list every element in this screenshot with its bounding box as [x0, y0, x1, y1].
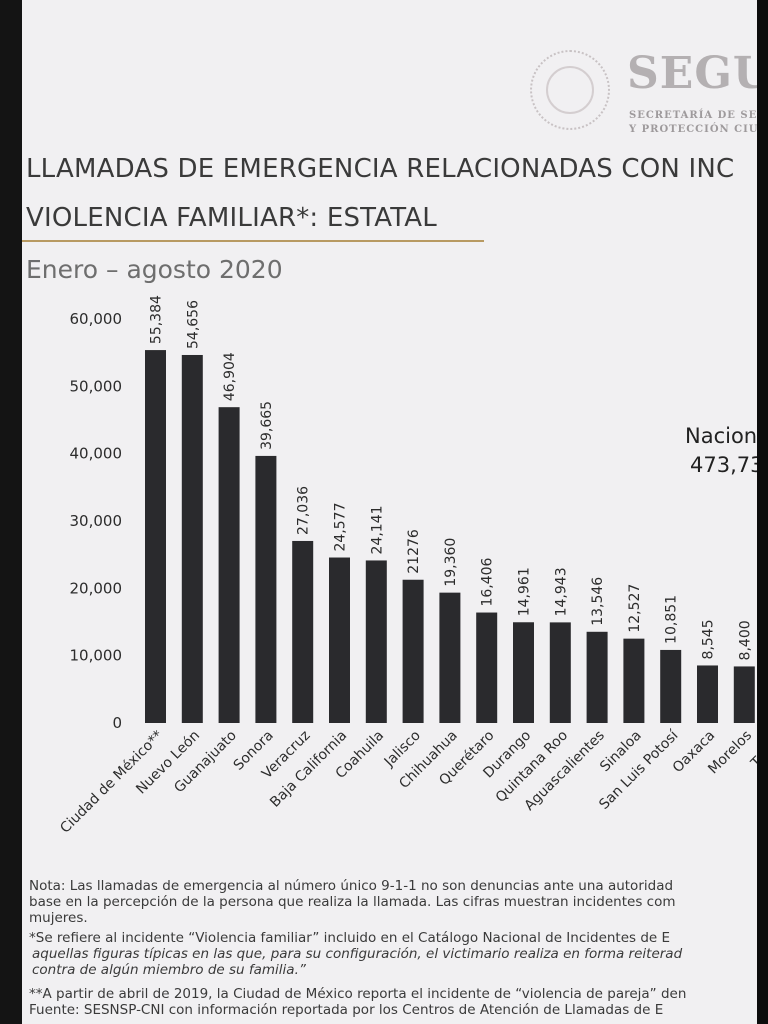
data-label: 21276: [406, 529, 422, 574]
bar: [586, 631, 608, 723]
bar: [549, 622, 571, 723]
bar: [292, 540, 314, 723]
y-tick-label: 0: [112, 714, 122, 732]
note-line-6: contra de algún miembro de su familia.”: [32, 962, 306, 978]
note-line-1: Nota: Las llamadas de emergencia al núme…: [29, 878, 674, 894]
title-line-1: LLAMADAS DE EMERGENCIA RELACIONADAS CON …: [26, 154, 735, 184]
data-label: 16,406: [480, 557, 496, 606]
bar: [402, 579, 424, 723]
y-tick-label: 30,000: [70, 512, 123, 530]
chart-subtitle: Enero – agosto 2020: [26, 255, 283, 284]
data-label: 14,961: [517, 567, 533, 616]
note-line-2: base en la percepción de la persona que …: [29, 894, 676, 910]
y-tick-label: 10,000: [70, 647, 123, 665]
logo-subtitle-2: Y PROTECCIÓN CIUD: [629, 124, 757, 135]
bar-chart: 0 10,000 20,000 30,000 40,000 50,000 60,000 55,…: [57, 295, 757, 837]
data-label: 12,527: [627, 584, 643, 633]
bar: [439, 592, 461, 723]
note-line-5: aquellas figuras típicas en las que, par…: [32, 946, 683, 962]
data-label: 24,577: [333, 503, 349, 552]
data-label: 39,665: [259, 401, 275, 450]
bar: [181, 354, 203, 723]
data-label: 55,384: [149, 295, 165, 344]
y-tick-label: 50,000: [70, 377, 123, 395]
data-label: 27,036: [296, 486, 312, 535]
bar: [145, 350, 166, 723]
data-label: 54,656: [185, 300, 201, 349]
y-tick-label: 20,000: [70, 579, 123, 597]
bar: [733, 666, 755, 723]
title-line-2: VIOLENCIA FAMILIAR*: ESTATAL: [26, 203, 437, 233]
data-label: 24,141: [369, 505, 385, 554]
data-label: 8,400: [737, 620, 753, 660]
note-line-7: **A partir de abril de 2019, la Ciudad d…: [29, 986, 687, 1002]
bar: [697, 665, 718, 723]
data-label: 46,904: [222, 352, 238, 401]
bar: [476, 612, 498, 723]
data-label: 13,546: [590, 577, 606, 626]
bar: [329, 557, 350, 723]
device-bezel: [757, 0, 768, 1024]
bar: [660, 649, 682, 723]
note-line-3: mujeres.: [29, 910, 88, 926]
data-label: 10,851: [664, 595, 680, 644]
national-total-value: 473,73: [690, 453, 757, 477]
logo-subtitle-1: SECRETARÍA DE SEG: [629, 110, 757, 121]
data-label: 19,360: [443, 538, 459, 587]
data-label: 14,943: [553, 567, 569, 616]
logo-text: SEGU: [627, 48, 757, 99]
note-line-8: Fuente: SESNSP-CNI con información repor…: [29, 1002, 664, 1018]
bar: [513, 622, 534, 723]
national-total-label: Nacion: [685, 424, 757, 448]
government-seal-icon: [530, 50, 610, 130]
bar: [255, 455, 277, 723]
bar: [365, 560, 387, 723]
note-line-4: *Se refiere al incidente “Violencia fami…: [29, 930, 671, 946]
bar: [218, 407, 240, 723]
bar: [623, 638, 645, 723]
screen: SEGU SECRETARÍA DE SEG Y PROTECCIÓN CIUD…: [22, 0, 757, 1024]
data-label: 8,545: [701, 619, 717, 659]
y-tick-label: 60,000: [70, 310, 123, 328]
title-underline: [22, 240, 484, 242]
y-tick-label: 40,000: [70, 445, 123, 463]
